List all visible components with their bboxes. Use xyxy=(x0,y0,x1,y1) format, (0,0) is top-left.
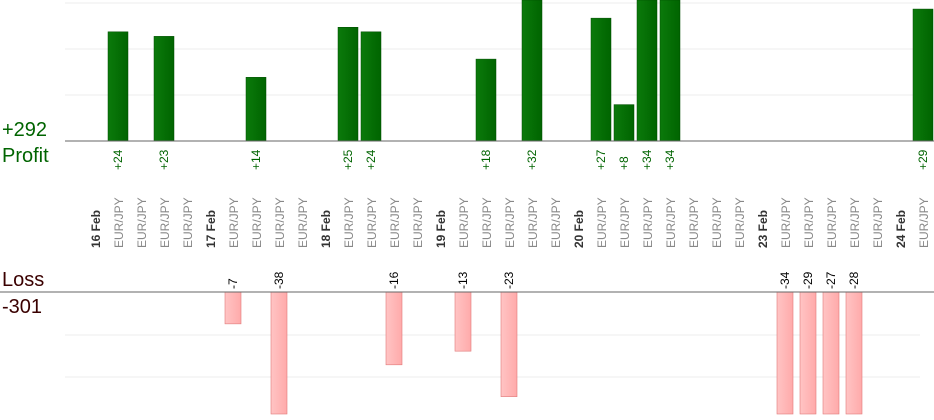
pair-label: EUR/JPY xyxy=(779,197,793,248)
pair-label: EUR/JPY xyxy=(549,197,563,248)
loss-bar xyxy=(454,291,472,352)
pair-label: EUR/JPY xyxy=(871,197,885,248)
pair-label: EUR/JPY xyxy=(802,197,816,248)
pair-label: EUR/JPY xyxy=(342,197,356,248)
loss-value-label: -23 xyxy=(502,271,516,289)
loss-bar xyxy=(385,291,403,366)
pair-label: EUR/JPY xyxy=(457,197,471,248)
pair-label: EUR/JPY xyxy=(411,197,425,248)
pair-label: EUR/JPY xyxy=(917,197,931,248)
loss-value-label: -7 xyxy=(226,278,240,289)
profit-value-label: +8 xyxy=(617,156,631,170)
pair-label: EUR/JPY xyxy=(618,197,632,248)
loss-bar xyxy=(799,291,817,415)
profit-bar xyxy=(636,0,658,142)
pair-label: EUR/JPY xyxy=(641,197,655,248)
profit-total: +292 xyxy=(2,119,48,141)
pair-label: EUR/JPY xyxy=(112,197,126,248)
pair-label: EUR/JPY xyxy=(710,197,724,248)
profit-label: Profit xyxy=(2,145,49,167)
loss-total: -301 xyxy=(2,296,43,318)
profit-bar xyxy=(590,17,612,142)
loss-value-label: -38 xyxy=(272,271,286,289)
date-label: 20 Feb xyxy=(572,210,586,248)
date-label: 24 Feb xyxy=(894,210,908,248)
pair-label: EUR/JPY xyxy=(687,197,701,248)
pair-label: EUR/JPY xyxy=(848,197,862,248)
date-label: 23 Feb xyxy=(756,210,770,248)
profit-bar xyxy=(521,0,543,142)
pair-label: EUR/JPY xyxy=(664,197,678,248)
pair-label: EUR/JPY xyxy=(480,197,494,248)
profit-value-label: +23 xyxy=(157,149,171,170)
loss-bar xyxy=(776,291,794,415)
loss-bar xyxy=(224,291,242,325)
loss-value-label: -34 xyxy=(778,271,792,289)
date-label: 17 Feb xyxy=(204,210,218,248)
profit-value-label: +24 xyxy=(364,149,378,170)
labels-layer: 16 Feb EUR/JPY +24 EUR/JPY EUR/JPY +23 EUR/JPY… xyxy=(89,149,931,289)
loss-bar xyxy=(500,291,518,397)
pair-label: EUR/JPY xyxy=(733,197,747,248)
profit-bar xyxy=(107,31,129,142)
profit-value-label: +32 xyxy=(525,149,539,170)
profit-value-label: +34 xyxy=(640,149,654,170)
profit-bar xyxy=(153,36,175,142)
pair-label: EUR/JPY xyxy=(526,197,540,248)
profit-bar xyxy=(360,31,382,142)
profit-bar xyxy=(912,8,934,142)
profit-value-label: +24 xyxy=(111,149,125,170)
profit-bar xyxy=(245,77,267,142)
pair-label: EUR/JPY xyxy=(227,197,241,248)
profit-bar xyxy=(659,0,681,142)
loss-value-label: -27 xyxy=(824,271,838,289)
loss-bar xyxy=(270,291,288,415)
loss-value-label: -29 xyxy=(801,271,815,289)
date-label: 16 Feb xyxy=(89,210,103,248)
pair-label: EUR/JPY xyxy=(388,197,402,248)
profit-value-label: +29 xyxy=(916,149,930,170)
pair-label: EUR/JPY xyxy=(135,197,149,248)
pair-label: EUR/JPY xyxy=(181,197,195,248)
profit-value-label: +14 xyxy=(249,149,263,170)
loss-bar xyxy=(822,291,840,415)
pair-label: EUR/JPY xyxy=(825,197,839,248)
pair-label: EUR/JPY xyxy=(296,197,310,248)
date-label: 18 Feb xyxy=(319,210,333,248)
pair-label: EUR/JPY xyxy=(250,197,264,248)
profit-bar xyxy=(613,104,635,142)
pair-label: EUR/JPY xyxy=(273,197,287,248)
loss-value-label: -16 xyxy=(387,271,401,289)
profit-value-label: +18 xyxy=(479,149,493,170)
profit-value-label: +27 xyxy=(594,149,608,170)
pair-label: EUR/JPY xyxy=(365,197,379,248)
loss-value-label: -13 xyxy=(456,271,470,289)
profit-value-label: +34 xyxy=(663,149,677,170)
pair-label: EUR/JPY xyxy=(503,197,517,248)
loss-bar xyxy=(845,291,863,415)
pair-label: EUR/JPY xyxy=(158,197,172,248)
profit-bar xyxy=(337,27,359,142)
loss-label: Loss xyxy=(2,269,45,291)
pair-label: EUR/JPY xyxy=(595,197,609,248)
profit-bar xyxy=(475,58,497,142)
loss-value-label: -28 xyxy=(847,271,861,289)
date-label: 19 Feb xyxy=(434,210,448,248)
profit-value-label: +25 xyxy=(341,149,355,170)
